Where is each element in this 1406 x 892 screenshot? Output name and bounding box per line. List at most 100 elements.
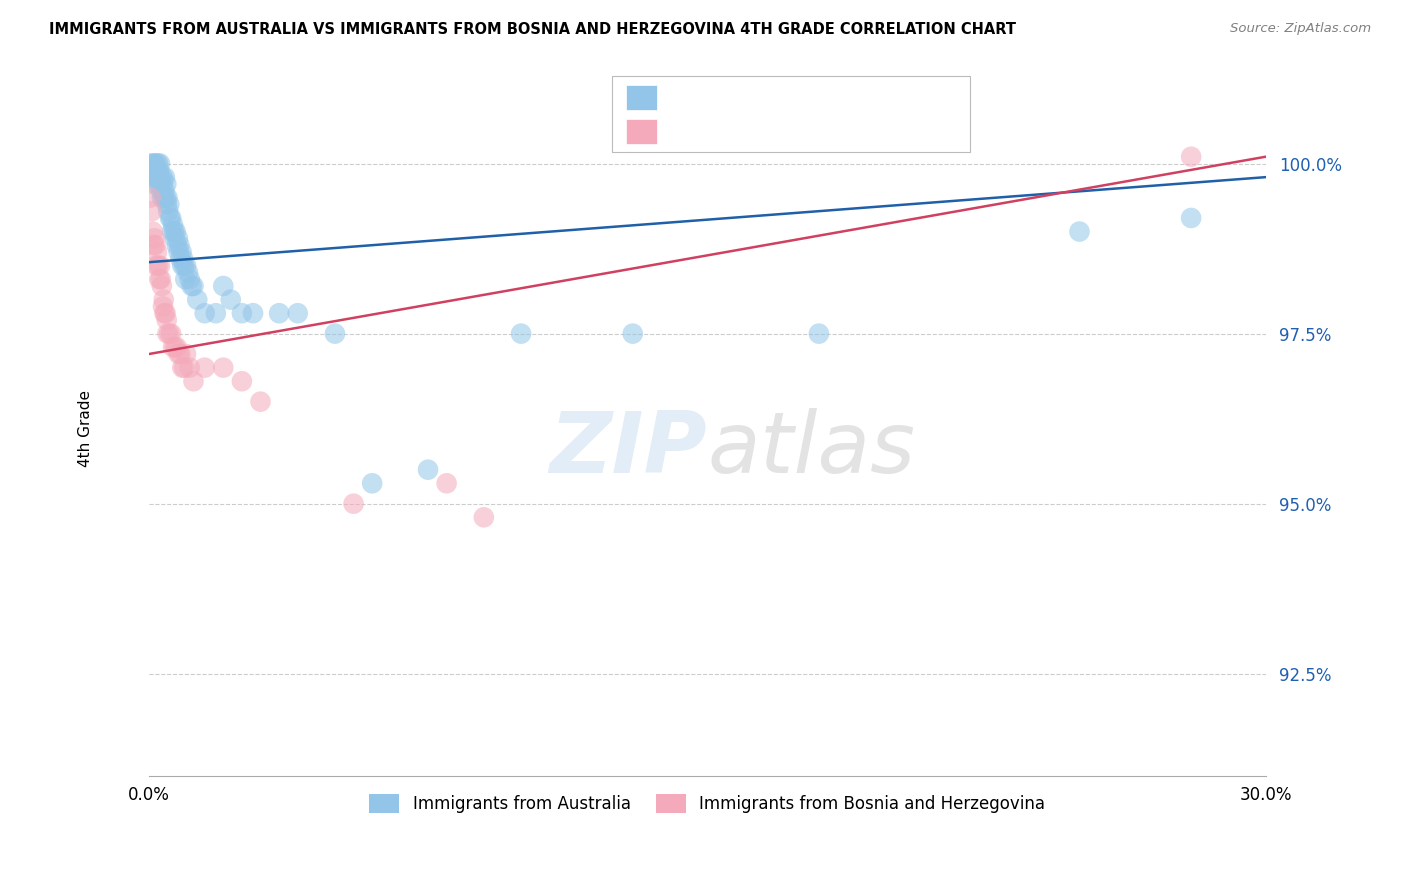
Point: [142, 156, 165, 170]
Point: [342, 497, 364, 511]
Point: [186, 293, 208, 307]
Text: IMMIGRANTS FROM AUSTRALIA VS IMMIGRANTS FROM BOSNIA AND HERZEGOVINA 4TH GRADE CO: IMMIGRANTS FROM AUSTRALIA VS IMMIGRANTS …: [49, 22, 1017, 37]
Point: [163, 231, 186, 245]
Point: [160, 211, 183, 225]
Point: [149, 156, 172, 170]
Point: [212, 360, 235, 375]
Point: [142, 177, 165, 191]
Point: [177, 265, 200, 279]
Point: [146, 259, 169, 273]
Point: [141, 204, 163, 219]
Point: [1180, 211, 1202, 225]
Point: [146, 244, 169, 259]
Point: [472, 510, 495, 524]
Point: [287, 306, 309, 320]
Text: atlas: atlas: [707, 409, 915, 491]
Point: [156, 197, 179, 211]
Point: [183, 374, 205, 388]
Point: [160, 326, 183, 341]
Point: [141, 163, 163, 178]
Point: [205, 306, 228, 320]
Point: [150, 279, 173, 293]
Point: [169, 252, 191, 266]
Point: [163, 340, 186, 354]
Point: [156, 313, 179, 327]
Point: [231, 374, 253, 388]
Point: [170, 244, 193, 259]
Point: [166, 340, 188, 354]
Point: [436, 476, 458, 491]
Point: [148, 163, 170, 178]
Point: [194, 360, 217, 375]
Point: [169, 238, 191, 252]
Point: [194, 306, 217, 320]
Point: [163, 225, 186, 239]
Point: [179, 360, 201, 375]
Point: [156, 190, 179, 204]
Point: [157, 326, 180, 341]
Point: [148, 272, 170, 286]
Point: [172, 252, 194, 266]
Point: [323, 326, 346, 341]
Point: [183, 279, 205, 293]
Point: [174, 347, 197, 361]
Point: [146, 170, 169, 185]
Point: [139, 156, 162, 170]
Point: [510, 326, 533, 341]
Point: [162, 340, 184, 354]
Point: [155, 177, 177, 191]
Point: [361, 476, 384, 491]
Point: [150, 184, 173, 198]
Point: [145, 170, 167, 185]
Point: [212, 279, 235, 293]
Point: [145, 238, 167, 252]
Point: [152, 170, 174, 185]
Point: [174, 259, 197, 273]
Point: [157, 197, 180, 211]
Point: [141, 225, 163, 239]
Point: [807, 326, 830, 341]
Point: [149, 259, 172, 273]
Point: [167, 231, 190, 245]
Point: [162, 218, 184, 232]
Point: [145, 259, 167, 273]
Point: [169, 347, 191, 361]
Point: [149, 272, 172, 286]
Point: [159, 211, 181, 225]
Point: [269, 306, 291, 320]
Point: [180, 279, 202, 293]
Point: [1180, 150, 1202, 164]
Point: [1069, 225, 1091, 239]
Point: [166, 238, 188, 252]
Point: [143, 231, 166, 245]
Point: [143, 156, 166, 170]
Point: [141, 170, 163, 185]
Point: [249, 394, 271, 409]
Point: [157, 204, 180, 219]
Point: [160, 225, 183, 239]
Point: [152, 293, 174, 307]
Point: [167, 244, 190, 259]
Y-axis label: 4th Grade: 4th Grade: [79, 391, 93, 467]
Point: [152, 190, 174, 204]
Point: [139, 190, 162, 204]
Point: [172, 360, 194, 375]
Text: R = 0.175   N = 68: R = 0.175 N = 68: [668, 87, 825, 104]
Point: [149, 170, 172, 185]
Point: [174, 272, 197, 286]
Point: [179, 272, 201, 286]
Point: [152, 300, 174, 314]
Point: [145, 156, 167, 170]
Point: [153, 306, 176, 320]
Text: R = 0.251   N = 39: R = 0.251 N = 39: [668, 122, 825, 140]
Point: [173, 360, 195, 375]
Point: [142, 238, 165, 252]
Point: [143, 163, 166, 178]
Text: ZIP: ZIP: [550, 409, 707, 491]
Point: [152, 177, 174, 191]
Point: [153, 170, 176, 185]
Point: [146, 156, 169, 170]
Point: [155, 306, 177, 320]
Point: [146, 163, 169, 178]
Point: [219, 293, 242, 307]
